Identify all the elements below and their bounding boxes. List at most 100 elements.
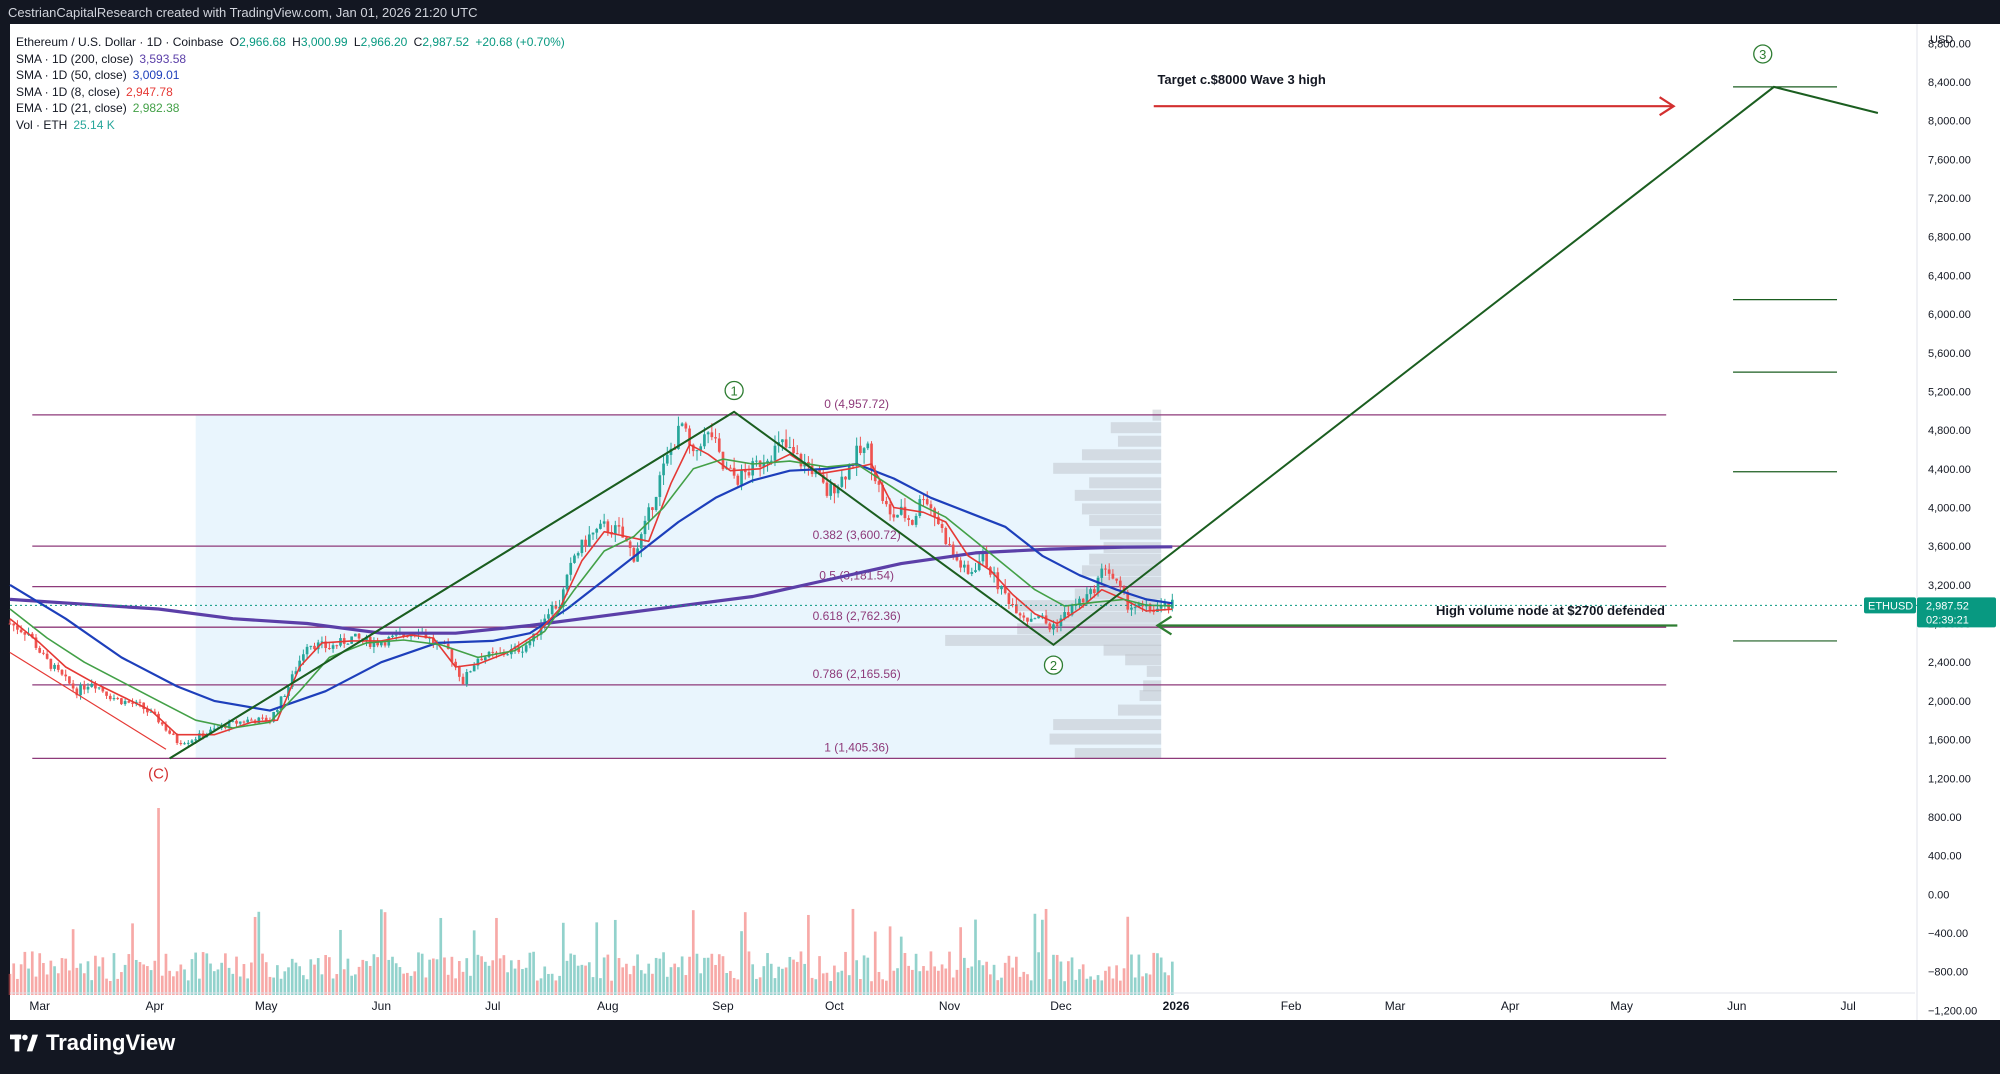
symbol-tag xyxy=(1864,597,1916,614)
candle-body xyxy=(465,671,469,685)
volume-profile-bar xyxy=(1089,553,1162,565)
candle-body xyxy=(773,445,777,461)
indicator-row[interactable]: Vol · ETH 25.14 K xyxy=(16,117,568,134)
volume-bar xyxy=(435,959,439,995)
volume-bar xyxy=(324,955,327,995)
candle-body xyxy=(1078,598,1081,605)
volume-bar xyxy=(45,974,49,995)
candle-body xyxy=(977,561,981,571)
volume-bar xyxy=(16,978,19,995)
candle-body xyxy=(42,652,45,654)
candle-body xyxy=(517,646,521,652)
candle-body xyxy=(784,439,788,448)
candle-body xyxy=(892,514,896,518)
candle-body xyxy=(146,709,149,713)
candle-body xyxy=(294,671,298,675)
volume-bar xyxy=(576,965,580,995)
volume-bar xyxy=(328,957,331,995)
volume-bar xyxy=(1130,954,1133,995)
candle-body xyxy=(914,515,918,525)
volume-bar xyxy=(27,968,30,995)
candle-body xyxy=(569,562,573,575)
candle-body xyxy=(1059,618,1063,627)
volume-bar xyxy=(535,980,539,995)
volume-bar xyxy=(354,974,357,995)
volume-bar xyxy=(885,980,888,995)
volume-bar xyxy=(766,953,769,995)
indicator-row[interactable]: SMA · 1D (8, close) 2,947.78 xyxy=(16,84,568,101)
volume-bar xyxy=(1063,981,1066,995)
volume-bar xyxy=(376,957,379,995)
volume-bar xyxy=(654,957,658,995)
indicator-row[interactable]: SMA · 1D (50, close) 3,009.01 xyxy=(16,67,568,84)
volume-bar xyxy=(673,963,677,995)
volume-bar xyxy=(736,979,740,995)
volume-bar xyxy=(881,979,884,995)
candle-body xyxy=(101,687,105,692)
volume-bar xyxy=(925,970,929,995)
volume-bar xyxy=(160,975,164,995)
volume-bar xyxy=(498,958,502,995)
candle-body xyxy=(212,728,216,730)
indicator-row[interactable]: SMA · 1D (200, close) 3,593.58 xyxy=(16,51,568,68)
volume-bar xyxy=(71,929,75,995)
candle-body xyxy=(628,541,632,548)
volume-bar xyxy=(647,963,651,995)
price-tick-label: 4,800.00 xyxy=(1928,425,1971,437)
candle-body xyxy=(751,461,755,476)
indicator-row[interactable]: EMA · 1D (21, close) 2,982.38 xyxy=(16,100,568,117)
candle-body xyxy=(576,553,580,556)
candle-body xyxy=(870,443,873,471)
volume-bar xyxy=(183,969,186,995)
candle-body xyxy=(524,645,528,652)
volume-bar xyxy=(1170,961,1174,995)
candle-body xyxy=(149,711,153,713)
volume-bar xyxy=(558,975,561,995)
candle-body xyxy=(183,743,186,745)
candle-body xyxy=(1015,604,1018,614)
candle-body xyxy=(899,506,903,515)
volume-bar xyxy=(153,960,157,995)
volume-bar xyxy=(977,960,981,995)
candle-body xyxy=(981,550,985,562)
volume-bar xyxy=(149,970,153,995)
candle-body xyxy=(1070,604,1074,616)
candle-body xyxy=(372,642,376,647)
moving-average-line xyxy=(9,545,1173,635)
candle-body xyxy=(732,467,736,476)
volume-bar xyxy=(454,978,457,995)
volume-bar xyxy=(168,970,172,995)
volume-bar xyxy=(34,976,38,995)
candle-body xyxy=(613,525,617,535)
volume-profile-bar xyxy=(1081,503,1162,515)
volume-bar xyxy=(380,909,383,995)
symbol-ohlc-row: Ethereum / U.S. Dollar · 1D · Coinbase O… xyxy=(16,34,568,51)
volume-bar xyxy=(116,978,120,995)
volume-bar xyxy=(1107,966,1111,995)
candle-body xyxy=(506,654,509,656)
volume-bar xyxy=(1085,978,1089,995)
volume-bar xyxy=(131,923,134,995)
volume-profile-bar xyxy=(1125,654,1162,666)
volume-bar xyxy=(231,973,235,995)
indicator-label: SMA · 1D (50, close) xyxy=(16,68,127,82)
candle-body xyxy=(302,654,305,661)
volume-bar xyxy=(480,956,483,995)
volume-bar xyxy=(509,960,513,995)
tradingview-logo[interactable]: TradingView xyxy=(10,1030,175,1056)
candle-body xyxy=(424,631,428,639)
volume-bar xyxy=(431,958,435,995)
volume-bar xyxy=(1078,969,1081,995)
volume-bar xyxy=(75,967,79,995)
candle-body xyxy=(959,560,962,568)
volume-bar xyxy=(105,978,108,995)
candle-body xyxy=(866,443,870,449)
volume-bar xyxy=(1022,971,1026,995)
volume-bar xyxy=(866,957,870,995)
volume-bar xyxy=(108,980,112,995)
candle-body xyxy=(1159,605,1163,609)
candle-body xyxy=(1037,615,1040,619)
price-tick-label: 2,400.00 xyxy=(1928,657,1971,669)
volume-bar xyxy=(443,957,446,995)
